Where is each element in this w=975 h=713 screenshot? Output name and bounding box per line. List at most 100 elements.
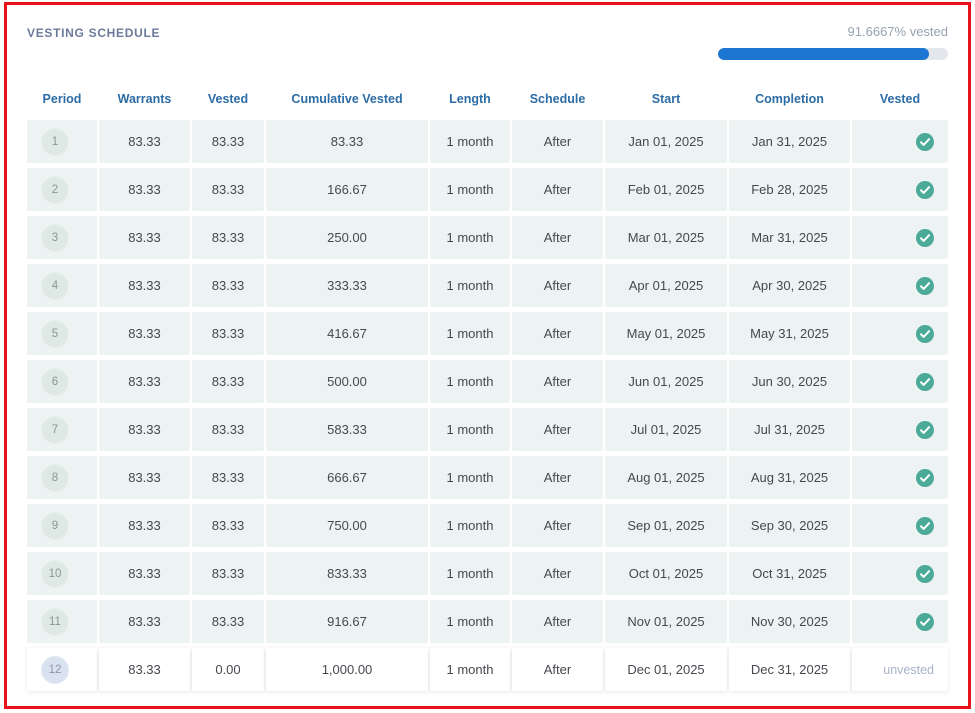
completion-cell: Jun 30, 2025 (729, 360, 850, 403)
status-cell: unvested (852, 408, 948, 451)
schedule-cell: After (512, 168, 603, 211)
status-cell: unvested (852, 120, 948, 163)
progress-label: 91.6667% vested (847, 24, 948, 39)
check-circle-icon (916, 564, 934, 583)
column-header-vested: Vested (207, 92, 249, 106)
column-header-vested-status: Vested (879, 92, 921, 106)
vested-cell: 83.33 (192, 312, 264, 355)
status-cell: unvested (852, 168, 948, 211)
unvested-label: unvested (883, 662, 934, 677)
completion-cell: Mar 31, 2025 (729, 216, 850, 259)
vesting-progress: 91.6667% vested (718, 24, 948, 60)
check-circle-icon (916, 276, 934, 295)
period-badge: 7 (41, 415, 69, 444)
vested-cell: 83.33 (192, 120, 264, 163)
vested-cell: 83.33 (192, 456, 264, 499)
column-header-completion: Completion (755, 92, 824, 106)
check-circle-icon (916, 420, 934, 439)
start-cell: Dec 01, 2025 (605, 648, 727, 691)
period-badge: 9 (41, 511, 69, 540)
start-cell: Oct 01, 2025 (605, 552, 727, 595)
length-cell: 1 month (430, 312, 510, 355)
check-circle-icon (916, 612, 934, 631)
start-cell: Nov 01, 2025 (605, 600, 727, 643)
start-cell: Jul 01, 2025 (605, 408, 727, 451)
panel-header: VESTING SCHEDULE 91.6667% vested (27, 24, 948, 60)
cumulative-cell: 833.33 (266, 552, 428, 595)
status-cell: unvested (852, 312, 948, 355)
completion-cell: Apr 30, 2025 (729, 264, 850, 307)
table-row: 9 83.33 83.33 750.00 1 month After Sep 0… (27, 504, 948, 547)
column-header-start: Start (651, 92, 681, 106)
check-circle-icon (916, 468, 934, 487)
vested-cell: 83.33 (192, 552, 264, 595)
table-row: 6 83.33 83.33 500.00 1 month After Jun 0… (27, 360, 948, 403)
warrants-cell: 83.33 (99, 552, 190, 595)
warrants-cell: 83.33 (99, 456, 190, 499)
check-circle-icon (916, 324, 934, 343)
completion-cell: Jul 31, 2025 (729, 408, 850, 451)
schedule-cell: After (512, 648, 603, 691)
column-header-length: Length (449, 92, 491, 106)
period-badge: 6 (41, 367, 69, 396)
warrants-cell: 83.33 (99, 216, 190, 259)
check-circle-icon (916, 372, 934, 391)
cumulative-cell: 416.67 (266, 312, 428, 355)
status-cell: unvested (852, 552, 948, 595)
length-cell: 1 month (430, 168, 510, 211)
table-row: 8 83.33 83.33 666.67 1 month After Aug 0… (27, 456, 948, 499)
table-header-row: Period Warrants Vested Cumulative Vested… (27, 88, 948, 110)
cumulative-cell: 166.67 (266, 168, 428, 211)
start-cell: May 01, 2025 (605, 312, 727, 355)
cumulative-cell: 916.67 (266, 600, 428, 643)
status-cell: unvested (852, 216, 948, 259)
table-row: 1 83.33 83.33 83.33 1 month After Jan 01… (27, 120, 948, 163)
completion-cell: Dec 31, 2025 (729, 648, 850, 691)
warrants-cell: 83.33 (99, 600, 190, 643)
table-row: 3 83.33 83.33 250.00 1 month After Mar 0… (27, 216, 948, 259)
vesting-schedule-panel: VESTING SCHEDULE 91.6667% vested Period … (7, 5, 968, 706)
schedule-cell: After (512, 456, 603, 499)
vested-cell: 83.33 (192, 168, 264, 211)
length-cell: 1 month (430, 264, 510, 307)
warrants-cell: 83.33 (99, 504, 190, 547)
vested-cell: 83.33 (192, 600, 264, 643)
warrants-cell: 83.33 (99, 360, 190, 403)
progress-bar-fill (718, 48, 929, 60)
table-body: 1 83.33 83.33 83.33 1 month After Jan 01… (27, 120, 948, 691)
vested-cell: 0.00 (192, 648, 264, 691)
warrants-cell: 83.33 (99, 408, 190, 451)
length-cell: 1 month (430, 360, 510, 403)
check-circle-icon (916, 132, 934, 151)
cumulative-cell: 583.33 (266, 408, 428, 451)
status-cell: unvested (852, 264, 948, 307)
status-cell: unvested (852, 600, 948, 643)
column-header-schedule: Schedule (529, 92, 586, 106)
table-row: 12 83.33 0.00 1,000.00 1 month After Dec… (27, 648, 948, 691)
column-header-period: Period (42, 92, 82, 106)
vested-cell: 83.33 (192, 408, 264, 451)
progress-bar-track (718, 48, 948, 60)
period-badge: 11 (41, 607, 69, 636)
length-cell: 1 month (430, 120, 510, 163)
warrants-cell: 83.33 (99, 168, 190, 211)
completion-cell: Nov 30, 2025 (729, 600, 850, 643)
cumulative-cell: 750.00 (266, 504, 428, 547)
schedule-cell: After (512, 504, 603, 547)
period-badge: 10 (41, 559, 69, 588)
completion-cell: Sep 30, 2025 (729, 504, 850, 547)
start-cell: Feb 01, 2025 (605, 168, 727, 211)
start-cell: Aug 01, 2025 (605, 456, 727, 499)
completion-cell: May 31, 2025 (729, 312, 850, 355)
start-cell: Sep 01, 2025 (605, 504, 727, 547)
cumulative-cell: 1,000.00 (266, 648, 428, 691)
schedule-cell: After (512, 264, 603, 307)
warrants-cell: 83.33 (99, 120, 190, 163)
length-cell: 1 month (430, 600, 510, 643)
schedule-cell: After (512, 360, 603, 403)
period-badge: 4 (41, 271, 69, 300)
table-row: 4 83.33 83.33 333.33 1 month After Apr 0… (27, 264, 948, 307)
status-cell: unvested (852, 360, 948, 403)
vested-cell: 83.33 (192, 216, 264, 259)
schedule-cell: After (512, 600, 603, 643)
